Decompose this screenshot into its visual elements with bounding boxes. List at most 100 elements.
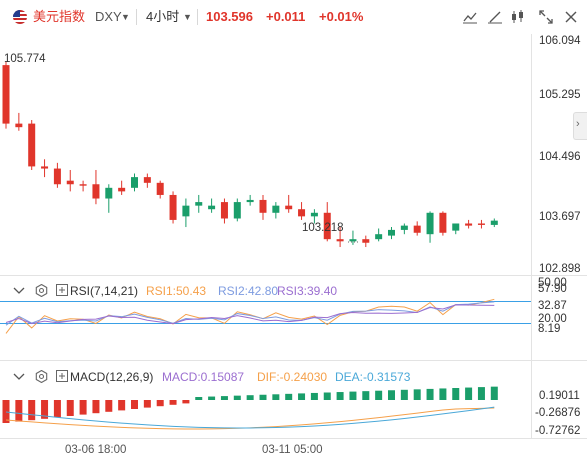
candle-body [272,205,280,213]
candle-body [66,180,74,185]
candle-body [233,202,241,219]
visibility-eye-icon[interactable] [13,370,25,382]
expand-icon[interactable] [539,10,553,24]
rsi-lines-group [0,298,531,334]
macd-axis-label: 0.19011 [539,390,580,402]
rsi-axis-label: 32.87 [538,300,567,312]
macd-histogram-bar [362,391,370,400]
divider [136,9,137,25]
candles-group [2,61,498,248]
macd-histogram-bar [413,389,421,400]
draw-tool-icon[interactable] [487,10,503,24]
macd-histogram-bar [156,400,164,407]
price-axis-label: 103.697 [539,211,581,223]
macd-histogram-bar [375,390,383,400]
macd-histogram-bar [285,393,293,400]
us-flag-icon [13,10,27,24]
low-annotation: 103.218 [302,222,344,234]
settings-gear-icon[interactable] [35,284,48,297]
macd-histogram-bar [246,395,254,400]
candle-body [182,205,190,217]
macd-histogram-bar [452,388,460,400]
indicator-icon[interactable] [462,10,478,24]
rsi2-line [5,301,495,326]
rsi-axis-label: 8.19 [538,323,561,335]
candle-type-icon[interactable] [510,9,526,25]
macd-histogram-bar [79,400,87,415]
candle-body [41,166,49,169]
macd-histogram-bar [195,397,203,400]
visibility-eye-icon[interactable] [13,284,25,296]
last-price: 103.596 [206,9,253,24]
price-change: +0.011 [266,9,306,24]
macd-histogram-bar [272,394,280,400]
candle-body [452,223,460,231]
settings-gear-icon[interactable] [35,370,48,383]
price-change-pct: +0.01% [319,9,364,24]
symbol-name[interactable]: 美元指数 [33,9,86,24]
candle-body [439,212,447,233]
macd-histogram-bar [92,400,100,414]
candle-body [28,123,36,167]
rsi-axis-label: 57.90 [538,283,567,295]
candle-body [259,199,267,213]
macd-title[interactable]: MACD(12,26,9) [70,370,154,384]
price-axis-label: 105.295 [539,89,581,101]
candle-body [105,187,113,199]
candle-body [388,229,395,236]
macd-histogram-bar [15,400,23,422]
candle-body [15,123,23,128]
macd-histogram-bar [298,393,306,400]
macd-histogram-bar [2,400,10,423]
candle-body [220,202,228,219]
dea-line [5,406,495,429]
macd-histogram-bar [465,387,473,400]
rsi3-line [5,304,495,325]
chevron-down-icon[interactable]: ▼ [121,12,130,22]
macd-axis-label: -0.72762 [535,425,581,437]
price-axis-label: 102.898 [539,263,581,275]
candle-body [92,184,100,199]
candle-body [298,209,306,217]
candle-body [349,239,357,242]
macd-histogram-bar [220,396,228,400]
macd-histogram-bar [41,400,49,419]
chevron-down-icon[interactable]: ▼ [183,12,192,22]
candle-body [118,187,126,192]
macd-bars-group [2,386,498,423]
candle-body [169,194,177,220]
macd-histogram-bar [143,400,151,408]
candle-body [156,182,164,195]
macd-axis-label: -0.26876 [535,407,581,419]
rsi3-value: RSI3:39.40 [277,284,338,298]
collapse-panel-button[interactable]: › [573,112,587,140]
candle-body [400,225,408,230]
macd-histogram-bar [426,388,434,400]
macd-histogram-bar [400,389,408,400]
macd-histogram-bar [323,392,331,400]
timeframe-selector[interactable]: 4小时 [146,9,180,24]
time-axis-label: 03-11 05:00 [262,444,323,456]
macd-histogram-bar [66,400,74,416]
candle-body [246,199,254,203]
dif-value: DIF:-0.24030 [257,370,328,384]
rsi-title[interactable]: RSI(7,14,21) [70,284,139,298]
symbol-ticker[interactable]: DXY [95,9,122,24]
macd-histogram-bar [53,400,61,418]
price-axis-label: 106.094 [539,35,581,47]
close-icon[interactable] [564,10,578,24]
candle-body [375,234,383,240]
macd-histogram-bar [28,400,36,421]
macd-histogram-bar [169,400,177,405]
candle-body [336,239,344,242]
candle-body [285,205,293,210]
time-axis-label: 03-06 18:00 [65,444,127,456]
expand-plus-icon[interactable] [56,370,68,382]
symbol-header: 美元指数 DXY ▼ 4小时 ▼ 103.596 +0.011 +0.01% [0,0,587,34]
candle-body [413,225,421,233]
divider [197,9,198,25]
candle-body [465,223,473,226]
expand-plus-icon[interactable] [56,284,68,296]
dea-value: DEA:-0.31573 [335,370,411,384]
